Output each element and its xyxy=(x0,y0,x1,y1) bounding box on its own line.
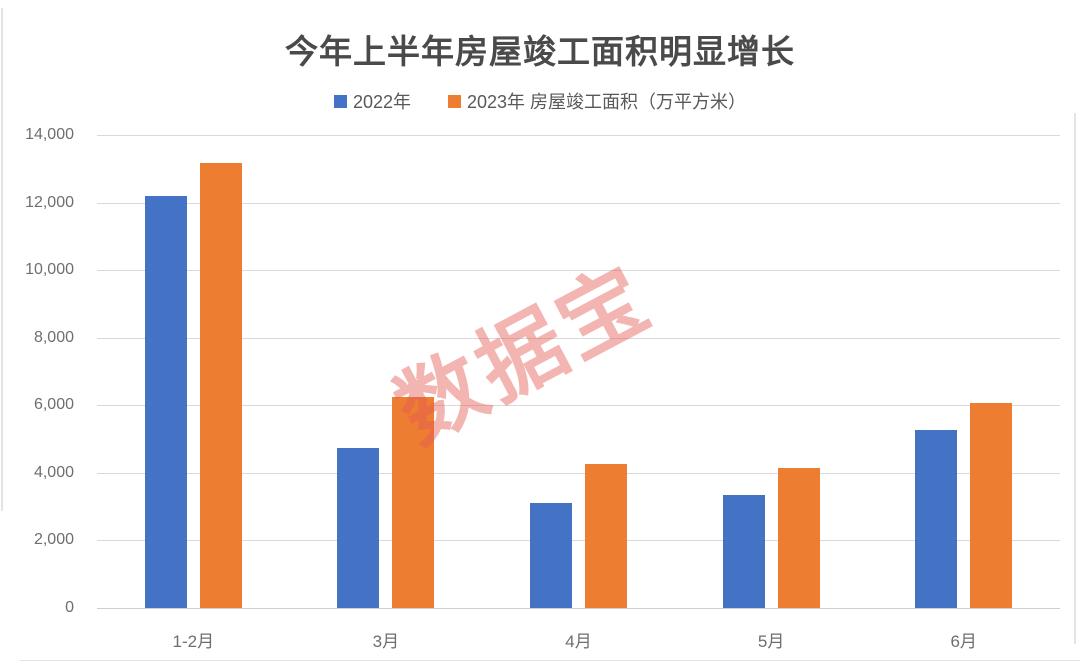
bar-series-0-6月 xyxy=(915,429,958,608)
y-tick-label: 12,000 xyxy=(25,193,74,211)
bar-series-1-4月 xyxy=(584,464,627,608)
x-axis-label: 6月 xyxy=(950,632,977,651)
bar-series-0-1-2月 xyxy=(144,195,187,608)
y-axis: 14,000 12,000 10,000 8,000 6,000 4,000 2,000 0 xyxy=(0,126,74,616)
bar-series-1-1-2月 xyxy=(199,162,242,608)
plot-area xyxy=(97,135,1060,609)
left-edge-border xyxy=(1,8,3,511)
chart-legend: 2022年 2023年 房屋竣工面积（万平方米） xyxy=(0,88,1080,114)
gridline xyxy=(97,337,1060,339)
right-edge-border xyxy=(1074,113,1076,644)
legend-item-2023: 2023年 房屋竣工面积（万平方米） xyxy=(448,88,746,114)
bottom-edge-border xyxy=(20,660,1080,661)
x-axis: 1-2月 3月 4月 5月 6月 xyxy=(97,627,1060,653)
legend-label-2022: 2022年 xyxy=(352,92,411,112)
gridline xyxy=(97,472,1060,474)
y-tick-label: 14,000 xyxy=(25,126,74,143)
gridline xyxy=(97,270,1060,272)
bar-series-1-5月 xyxy=(777,467,820,608)
chart-title: 今年上半年房屋竣工面积明显增长 xyxy=(285,33,795,70)
bar-series-0-5月 xyxy=(722,495,765,608)
bar-group xyxy=(675,135,868,608)
y-tick-label: 0 xyxy=(65,599,74,616)
gridline xyxy=(97,135,1060,136)
legend-swatch-2022 xyxy=(333,94,347,108)
y-tick-label: 8,000 xyxy=(33,328,74,346)
gridline xyxy=(97,202,1060,204)
y-tick-label: 10,000 xyxy=(25,261,74,279)
x-axis-line xyxy=(97,608,1060,609)
x-axis-label: 5月 xyxy=(757,632,785,651)
y-tick-label: 6,000 xyxy=(33,396,74,414)
legend-label-2023: 2023年 房屋竣工面积（万平方米） xyxy=(467,92,747,112)
bar-series-0-3月 xyxy=(337,448,380,608)
gridline xyxy=(97,405,1060,407)
bar-series-0-4月 xyxy=(529,503,572,608)
bar-group xyxy=(482,135,675,608)
legend-item-2022: 2022年 xyxy=(333,88,411,114)
y-tick-label: 4,000 xyxy=(33,463,74,481)
legend-swatch-2023 xyxy=(448,94,461,108)
x-axis-label: 1-2月 xyxy=(172,632,215,651)
bar-series-1-6月 xyxy=(970,402,1013,608)
bar-group xyxy=(290,135,483,608)
bar-series-1-3月 xyxy=(392,397,435,608)
y-tick-label: 2,000 xyxy=(33,531,74,549)
x-axis-label: 3月 xyxy=(372,632,400,651)
bar-group xyxy=(97,135,290,608)
bar-group xyxy=(867,135,1060,608)
x-axis-label: 4月 xyxy=(565,632,592,651)
gridline xyxy=(97,540,1060,542)
